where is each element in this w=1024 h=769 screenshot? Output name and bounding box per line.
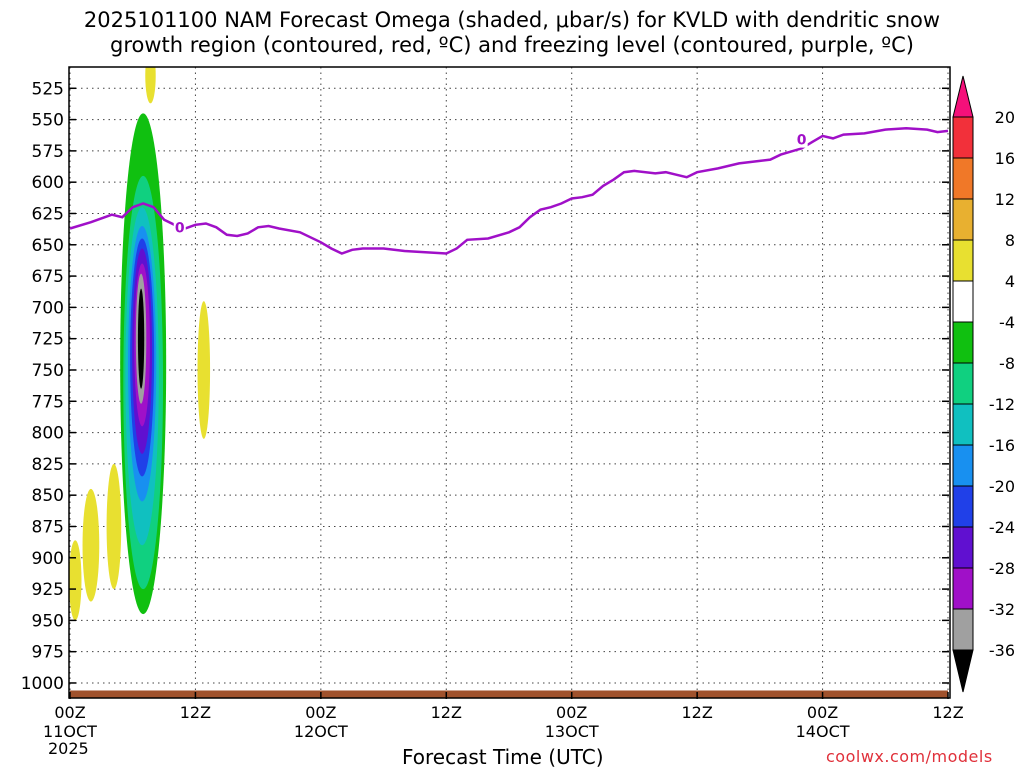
omega-region — [106, 463, 122, 590]
colorbar-segment — [952, 116, 974, 159]
y-tick-label: 775 — [32, 392, 64, 412]
x-tick-label: 12Z — [681, 703, 712, 722]
title-line-2: growth region (contoured, red, ºC) and f… — [110, 33, 914, 57]
y-axis: 525 550 575 600 625 650 675 700 725 750 775 800 825 8… — [21, 79, 949, 694]
y-tick-label: 750 — [32, 361, 64, 381]
colorbar-label: -36 — [989, 641, 1015, 660]
y-tick-label: 700 — [32, 298, 64, 318]
x-tick-date-label: 13OCT — [545, 722, 599, 741]
y-tick-label: 925 — [32, 580, 64, 600]
omega-shading — [69, 67, 211, 621]
colorbar-segment — [952, 157, 974, 200]
colorbar-label: -32 — [989, 600, 1015, 619]
y-tick-label: 525 — [32, 79, 64, 99]
colorbar-label: -8 — [999, 354, 1015, 373]
y-tick-label: 800 — [32, 424, 64, 444]
y-tick-label: 575 — [32, 142, 64, 162]
terrain-band — [70, 690, 948, 698]
freezing-level-label: 0 — [175, 220, 185, 236]
colorbar-segment — [952, 567, 974, 610]
x-tick-label: 00Z — [305, 703, 336, 722]
omega-region — [145, 67, 156, 104]
x-tick-date-label: 14OCT — [796, 722, 850, 741]
x-tick-label: 12Z — [932, 703, 963, 722]
colorbar-bottom-arrow — [952, 649, 974, 693]
colorbar-segment — [952, 526, 974, 569]
colorbar-segment — [952, 485, 974, 528]
colorbar-label: 4 — [1005, 272, 1015, 291]
chart-title: 2025101100 NAM Forecast Omega (shaded, μ… — [0, 8, 1024, 58]
colorbar-segment — [952, 403, 974, 446]
colorbar-label: 16 — [995, 149, 1015, 168]
x-tick-date-label: 12OCT — [294, 722, 348, 741]
credit-link[interactable]: coolwx.com/models — [826, 747, 993, 766]
y-tick-label: 900 — [32, 549, 64, 569]
colorbar-label: 12 — [995, 190, 1015, 209]
y-tick-label: 825 — [32, 455, 64, 475]
colorbar-segment — [952, 239, 974, 282]
y-tick-label: 725 — [32, 330, 64, 350]
freezing-level-label: 0 — [797, 133, 807, 149]
colorbar-label: -12 — [989, 395, 1015, 414]
y-tick-label: 1000 — [21, 674, 64, 694]
x-tick-label: 12Z — [180, 703, 211, 722]
colorbar-top-arrow — [952, 75, 974, 118]
terrain-fill — [70, 690, 948, 698]
colorbar-label: -24 — [989, 518, 1015, 537]
colorbar-label: 20 — [995, 108, 1015, 127]
y-tick-label: 600 — [32, 173, 64, 193]
y-tick-label: 875 — [32, 517, 64, 537]
colorbar-segment — [952, 444, 974, 487]
y-tick-label: 850 — [32, 486, 64, 506]
colorbar-segment — [952, 321, 974, 364]
y-tick-label: 975 — [32, 643, 64, 663]
colorbar-segment — [952, 608, 974, 651]
year-label: 2025 — [48, 739, 89, 758]
omega-region — [69, 540, 82, 621]
plot-frame — [68, 66, 951, 699]
x-tick-label: 00Z — [556, 703, 587, 722]
freezing-label-bg — [795, 131, 808, 148]
y-tick-label: 950 — [32, 611, 64, 631]
colorbar: 20 16 12 8 4 -4 -8 -12 -16 -20 -24 -28 -32 -36 — [952, 75, 1015, 693]
freezing-level-line — [69, 127, 949, 255]
x-tick-date-label: 11OCT — [43, 722, 97, 741]
colorbar-label: -4 — [999, 313, 1015, 332]
omega-region — [82, 488, 100, 602]
y-tick-label: 625 — [32, 204, 64, 224]
y-tick-label: 650 — [32, 236, 64, 256]
y-tick-label: 550 — [32, 111, 64, 131]
freezing-level-contour: 00 — [69, 127, 949, 255]
x-tick-label: 00Z — [807, 703, 838, 722]
colorbar-label: 8 — [1005, 231, 1015, 250]
omega-region — [137, 288, 145, 389]
omega-region — [197, 301, 211, 439]
y-tick-label: 675 — [32, 267, 64, 287]
colorbar-label: -28 — [989, 559, 1015, 578]
x-axis-title: Forecast Time (UTC) — [402, 745, 604, 769]
colorbar-segment — [952, 280, 974, 323]
colorbar-segment — [952, 362, 974, 405]
colorbar-label: -16 — [989, 436, 1015, 455]
colorbar-label: -20 — [989, 477, 1015, 496]
colorbar-segment — [952, 198, 974, 241]
freezing-label-bg — [173, 219, 186, 236]
x-tick-label: 12Z — [431, 703, 462, 722]
title-line-1: 2025101100 NAM Forecast Omega (shaded, μ… — [83, 8, 941, 32]
x-tick-label: 00Z — [54, 703, 85, 722]
